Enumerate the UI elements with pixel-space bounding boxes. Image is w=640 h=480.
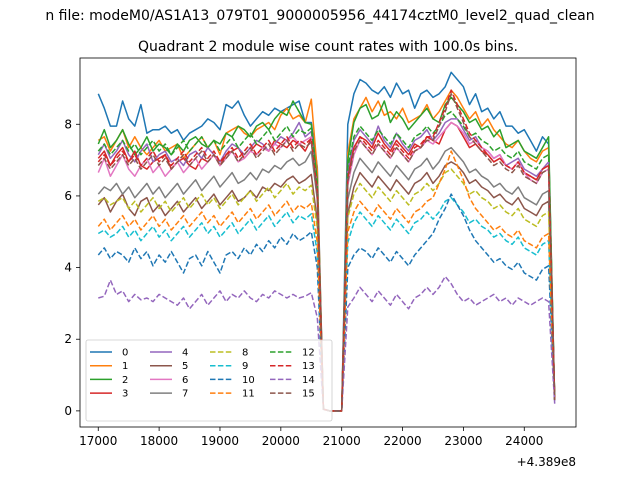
- y-axis: 0 2 4 6 8: [64, 117, 80, 418]
- legend-label: 9: [242, 361, 248, 372]
- series-line-15: [97, 93, 556, 412]
- legend-label: 11: [242, 389, 255, 400]
- chart-suptitle: n file: modeM0/AS1A13_079T01_9000005956_…: [45, 8, 594, 24]
- x-tick-label: 22000: [383, 434, 421, 448]
- x-tick-label: 24000: [505, 434, 543, 448]
- series-line-9: [97, 196, 556, 412]
- plot-frame: [79, 57, 577, 428]
- legend-label: 3: [122, 389, 128, 400]
- legend-label: 0: [122, 348, 128, 359]
- x-tick-label: 18000: [140, 434, 178, 448]
- legend-label: 10: [242, 375, 255, 386]
- x-tick-label: 23000: [444, 434, 482, 448]
- series-line-14: [98, 275, 556, 412]
- x-tick-label: 20000: [262, 434, 300, 448]
- y-tick-label: 6: [64, 189, 72, 203]
- legend-label: 6: [182, 375, 188, 386]
- x-tick-label: 17000: [79, 434, 117, 448]
- legend-label: 1: [122, 361, 128, 372]
- series-line-10: [97, 193, 556, 412]
- legend-box: [85, 339, 333, 422]
- legend-label: 13: [302, 361, 315, 372]
- chart-title: Quadrant 2 module wise count rates with …: [138, 39, 518, 55]
- legend-label: 14: [302, 375, 315, 386]
- legend-label: 2: [122, 375, 128, 386]
- x-tick-label: 19000: [201, 434, 239, 448]
- y-tick-label: 2: [64, 332, 72, 346]
- y-tick-label: 0: [64, 404, 72, 418]
- legend-label: 7: [182, 389, 188, 400]
- x-offset-label: +4.389e8: [517, 455, 576, 469]
- y-tick-label: 4: [64, 261, 72, 275]
- x-tick-label: 21000: [323, 434, 361, 448]
- x-axis: 17000 18000 19000 20000 21000 22000 23000 24000: [79, 427, 543, 448]
- legend-label: 4: [182, 348, 188, 359]
- legend-label: 15: [302, 389, 315, 400]
- legend-label: 12: [302, 348, 315, 359]
- legend-label: 5: [182, 361, 188, 372]
- y-tick-label: 8: [64, 117, 72, 131]
- legend-label: 8: [242, 348, 248, 359]
